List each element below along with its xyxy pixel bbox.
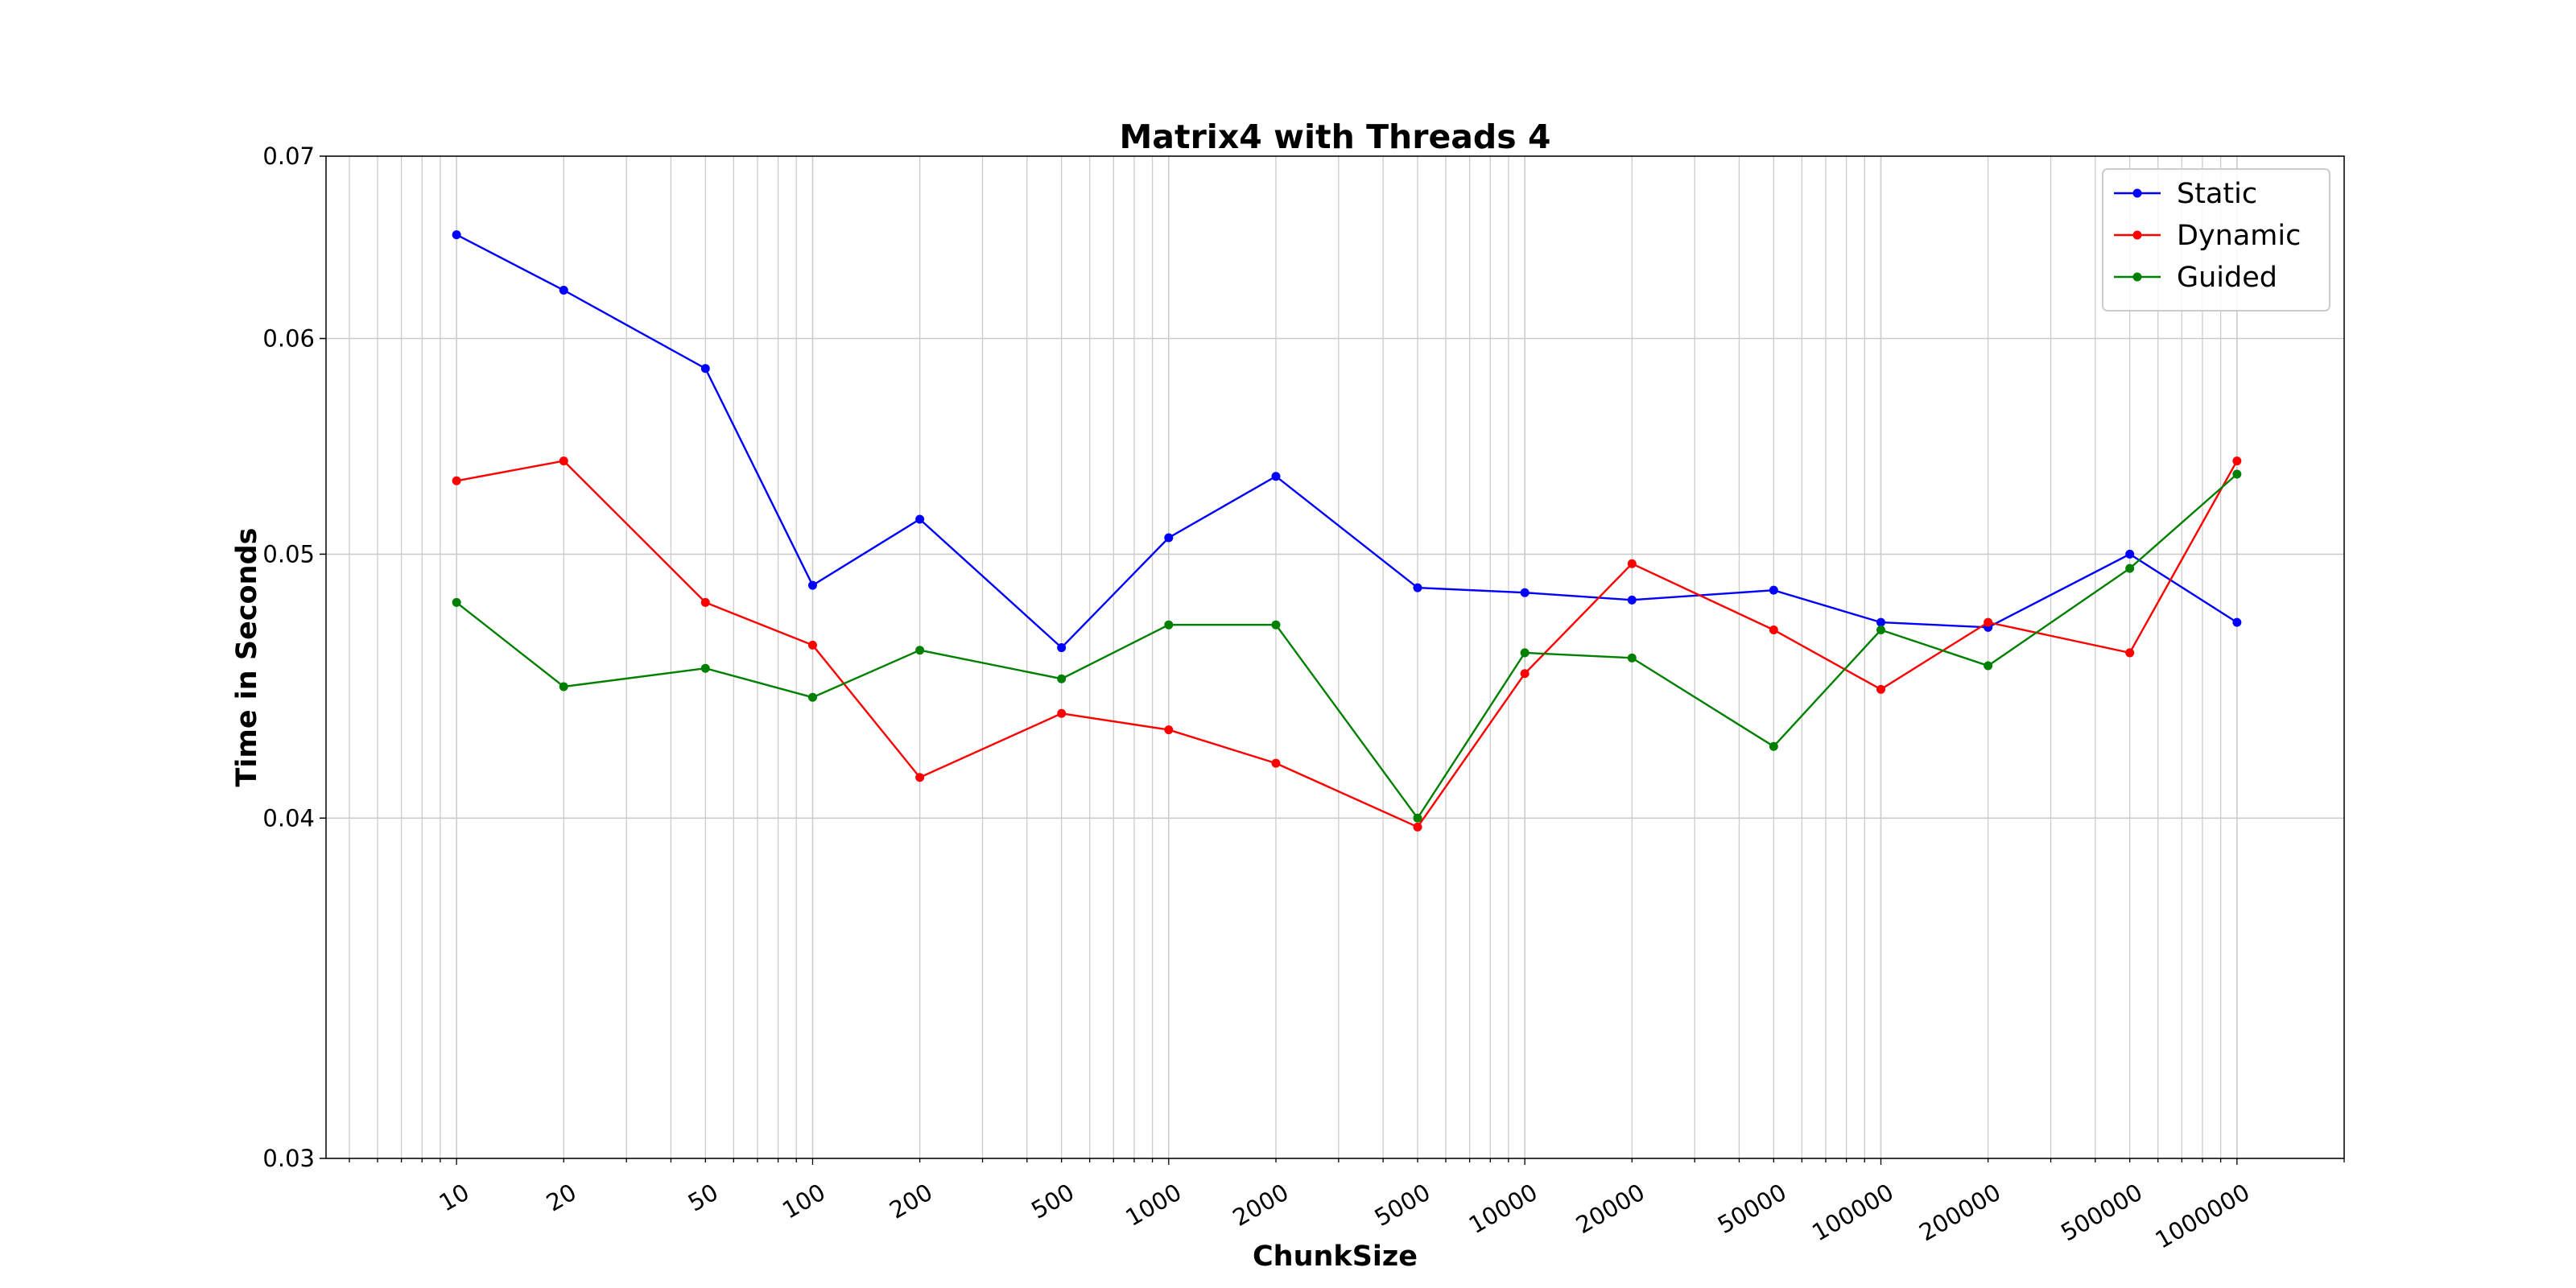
grid-lines (326, 155, 2345, 1159)
chart-title: Matrix4 with Threads 4 (1120, 118, 1551, 156)
legend-box (2102, 168, 2330, 312)
data-point-static (2232, 617, 2242, 627)
data-point-static (1057, 643, 1067, 653)
x-tick-label: 50 (683, 1179, 723, 1217)
data-point-guided (1876, 625, 1885, 634)
x-tick-label: 2000 (1228, 1179, 1294, 1232)
data-point-guided (1984, 661, 1993, 671)
x-tick-label: 1000000 (2150, 1179, 2254, 1254)
data-point-guided (559, 682, 568, 691)
data-point-static (2125, 549, 2135, 559)
data-point-dynamic (559, 456, 568, 466)
data-point-dynamic (1769, 625, 1778, 634)
data-point-guided (2232, 469, 2242, 479)
data-point-guided (452, 597, 461, 607)
data-point-dynamic (1271, 758, 1281, 768)
data-point-guided (700, 663, 710, 673)
x-tick-label: 500000 (2056, 1179, 2147, 1247)
data-point-guided (1769, 741, 1778, 751)
x-tick-label: 100000 (1807, 1179, 1898, 1247)
legend-label-dynamic: Dynamic (2177, 220, 2301, 252)
legend-label-guided: Guided (2177, 262, 2277, 294)
series-line-guided (456, 473, 2238, 820)
legend-marker-dynamic (2132, 230, 2142, 240)
legend: Static Dynamic Guided (2102, 168, 2330, 312)
series-line-dynamic (456, 460, 2238, 828)
y-tick-label: 0.07 (262, 142, 315, 170)
x-tick-label: 10 (435, 1179, 474, 1217)
data-point-dynamic (2125, 648, 2135, 658)
x-tick-label: 200 (885, 1179, 937, 1224)
data-point-guided (1164, 620, 1174, 630)
x-tick-label: 100 (778, 1179, 830, 1224)
legend-item-static: Static (2114, 178, 2257, 210)
x-tick-label: 10000 (1464, 1179, 1542, 1240)
data-point-dynamic (2232, 456, 2242, 466)
data-point-dynamic (807, 640, 817, 650)
data-point-dynamic (452, 476, 461, 485)
data-point-dynamic (1627, 559, 1637, 568)
data-point-guided (2125, 564, 2135, 573)
y-axis-label: Time in Seconds (231, 528, 263, 787)
data-point-static (1271, 472, 1281, 481)
legend-marker-guided (2132, 272, 2142, 282)
series-dynamic (452, 456, 2242, 832)
data-point-dynamic (1164, 725, 1174, 735)
data-point-static (1769, 585, 1778, 595)
x-tick-label: 1000 (1121, 1179, 1186, 1232)
y-tick-label: 0.04 (262, 804, 315, 832)
data-point-static (1164, 533, 1174, 543)
y-tick-label: 0.06 (262, 325, 315, 353)
data-point-guided (915, 646, 925, 655)
data-point-dynamic (1057, 708, 1067, 718)
legend-marker-static (2132, 188, 2142, 198)
x-tick-label: 5000 (1370, 1179, 1435, 1232)
x-tick-label: 50000 (1713, 1179, 1791, 1240)
data-point-dynamic (1876, 684, 1885, 694)
data-point-static (807, 580, 817, 590)
axis-ticks: 0.03 0.04 0.05 0.06 0.07 10 20 50 100 200 500 1000 2… (262, 142, 2345, 1254)
data-point-static (1627, 595, 1637, 605)
x-tick-label: 20 (542, 1179, 581, 1217)
data-point-static (700, 364, 710, 374)
data-point-guided (1520, 648, 1530, 658)
y-tick-label: 0.03 (262, 1145, 315, 1172)
data-point-static (452, 230, 461, 240)
data-point-dynamic (1520, 669, 1530, 679)
legend-item-dynamic: Dynamic (2114, 220, 2301, 252)
x-axis-label: ChunkSize (1253, 1241, 1418, 1273)
data-point-guided (1057, 674, 1067, 683)
data-point-dynamic (915, 773, 925, 782)
data-point-static (1413, 583, 1422, 592)
data-point-dynamic (700, 597, 710, 607)
data-point-guided (1413, 813, 1422, 823)
data-point-dynamic (1984, 617, 1993, 627)
data-point-static (1876, 617, 1885, 627)
legend-item-guided: Guided (2114, 262, 2277, 294)
data-point-static (559, 286, 568, 295)
x-tick-label: 20000 (1571, 1179, 1649, 1240)
x-tick-label: 500 (1026, 1179, 1079, 1224)
data-point-guided (1271, 620, 1281, 630)
data-point-guided (807, 692, 817, 702)
series-static (452, 230, 2242, 653)
data-point-dynamic (1413, 822, 1422, 832)
data-point-static (1520, 588, 1530, 597)
x-tick-label: 200000 (1914, 1179, 2005, 1247)
series-line-static (456, 233, 2238, 650)
series-lines (452, 230, 2242, 832)
legend-label-static: Static (2177, 178, 2257, 210)
data-point-static (915, 514, 925, 524)
y-tick-label: 0.05 (262, 540, 315, 568)
data-point-guided (1627, 653, 1637, 663)
plot-area-frame (325, 155, 2345, 1159)
series-guided (452, 469, 2242, 823)
